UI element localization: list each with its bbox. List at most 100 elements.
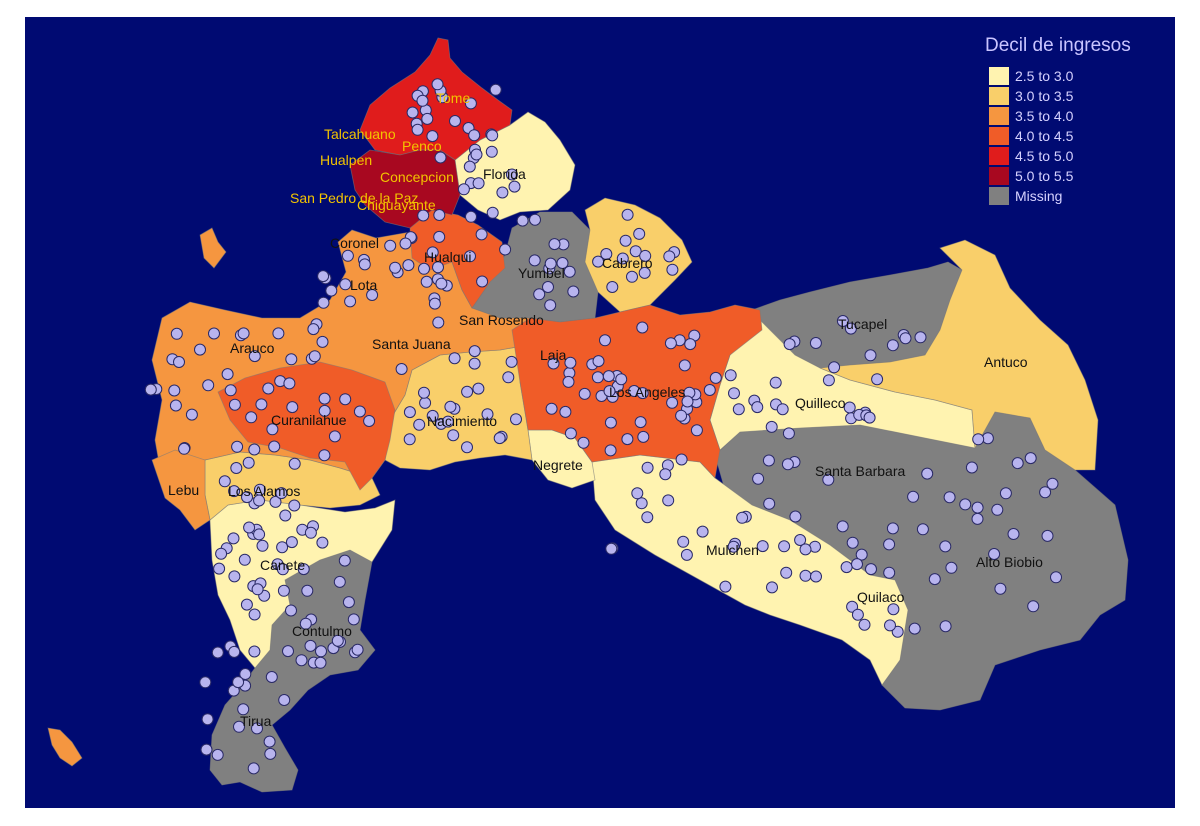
household-point [464,97,477,110]
household-point [675,409,688,422]
commune-label-hualpen: Hualpen [320,152,372,168]
household-point [238,553,251,566]
commune-label-lota: Lota [350,277,377,293]
household-point [629,245,642,258]
household-point [464,250,476,263]
legend-label: 2.5 to 3.0 [1015,68,1074,84]
household-point [472,177,485,190]
household-points [144,78,1062,775]
household-point [559,405,572,418]
household-point [420,275,433,288]
household-point [496,186,509,199]
household-point [288,457,301,470]
household-point [279,509,292,522]
household-point [470,148,483,161]
household-point [317,270,330,283]
household-point [809,337,822,349]
household-point [664,337,677,350]
household-point [248,350,261,363]
household-point [592,255,605,268]
household-point [341,249,354,262]
household-point [547,357,560,370]
household-point [908,622,921,635]
household-point [251,583,264,596]
household-point [836,520,849,533]
household-point [529,213,541,226]
household-point [886,339,899,352]
household-point [634,416,647,429]
household-point [864,349,877,362]
household-point [883,538,896,551]
household-point [227,532,240,545]
household-point [928,573,941,586]
choropleth-map: Tome Talcahuano Penco Hualpen Concepcion San … [47,37,1129,793]
commune-label-santa-juana: Santa Juana [372,336,451,352]
household-point [843,401,856,414]
household-point [301,584,314,597]
household-point [846,536,859,549]
household-point [213,562,226,575]
household-point [255,398,268,411]
household-point [641,511,654,524]
household-point [228,398,241,411]
household-point [836,315,849,327]
household-point [215,547,228,560]
household-point [776,403,789,416]
household-point [626,270,638,283]
household-point [416,94,429,107]
household-point [562,375,575,388]
household-point [959,498,972,511]
household-point [696,525,709,538]
household-point [413,418,426,431]
commune-label-canete: Canete [260,557,305,573]
commune-label-hualqui: Hualqui [424,249,471,265]
household-point [457,183,470,196]
household-point [851,558,863,571]
commune-label-arauco: Arauco [230,340,275,356]
household-point [433,209,446,221]
household-point [991,503,1004,516]
household-point [914,331,927,344]
commune-label-los-alamos: Los Alamos [228,483,300,499]
commune-label-penco: Penco [402,138,442,154]
household-point [799,569,812,582]
household-point [789,510,802,523]
household-point [168,384,181,397]
household-point [635,497,648,510]
household-point [544,257,557,270]
legend-item: Missing [989,186,1163,206]
household-point [728,387,740,400]
household-point [465,210,477,223]
household-point [972,433,985,446]
household-point [476,275,489,288]
commune-label-antuco: Antuco [984,354,1028,370]
household-point [762,454,775,467]
commune-label-chiguayante: Chiguayante [357,197,436,213]
household-point [781,458,794,471]
commune-label-san-pedro: San Pedro de la Paz [290,190,418,206]
household-point [253,528,266,541]
household-point [578,387,591,400]
household-point [690,424,703,437]
household-point [448,352,461,365]
household-point [173,356,185,368]
commune-label-negrete: Negrete [533,457,583,473]
commune-label-quilaco: Quilaco [857,589,905,605]
household-point [325,284,338,297]
commune-label-mulchen: Mulchen [706,542,759,558]
household-point [248,443,261,456]
household-point [619,234,632,247]
household-point [285,536,298,549]
household-point [468,129,481,142]
household-point [548,238,561,251]
household-point [299,617,312,630]
household-point [605,542,618,555]
household-point [241,491,253,504]
household-point [602,370,615,383]
legend-swatch [989,187,1009,205]
legend-item: 5.0 to 5.5 [989,166,1163,186]
household-point [447,429,460,442]
household-point [591,371,604,384]
island-mocha [47,727,83,767]
household-point [485,145,498,158]
